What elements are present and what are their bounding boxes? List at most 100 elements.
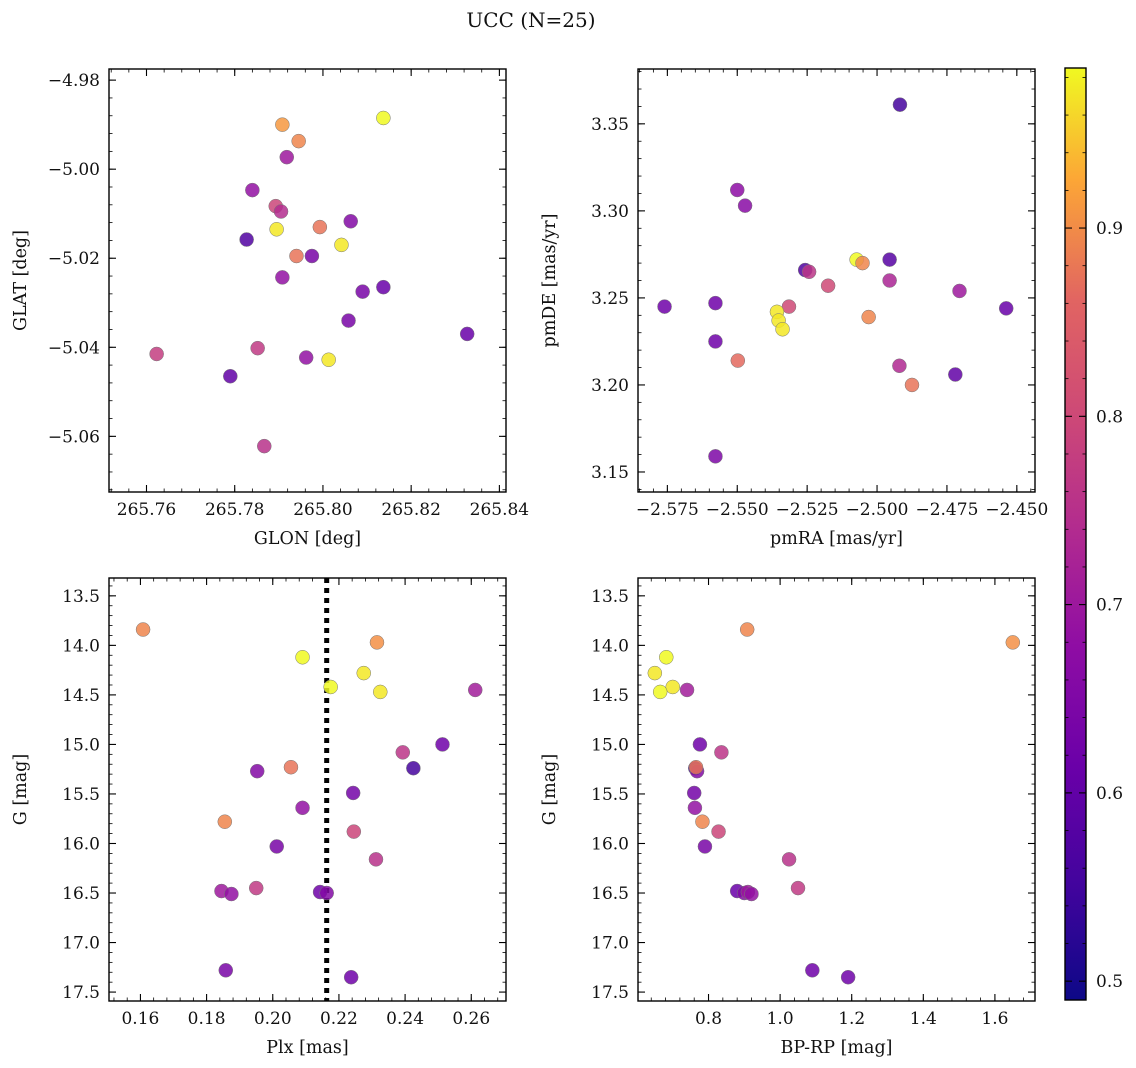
x-tick-label: 0.16 [121, 1009, 159, 1029]
x-tick-label: −2.525 [776, 500, 839, 520]
data-point [467, 682, 483, 698]
data-point [730, 353, 746, 368]
y-tick-label: 14.0 [62, 636, 100, 656]
data-point [744, 886, 759, 902]
colorbar: 0.5 0.6 0.7 0.8 0.9 [1064, 67, 1123, 1001]
colorbar-tick-label: 0.9 [1096, 219, 1123, 239]
y-tick-label: −5.02 [48, 249, 100, 269]
data-point [739, 622, 755, 637]
x-tick-label: 1.0 [767, 1009, 794, 1029]
data-point [652, 684, 668, 700]
data-point [249, 763, 265, 779]
data-point [805, 963, 820, 978]
x-tick-label: 1.4 [910, 1009, 937, 1029]
data-point [892, 97, 908, 112]
data-point [708, 334, 723, 349]
data-point [368, 852, 384, 867]
data-point [269, 222, 284, 237]
x-tick-label: 265.78 [205, 500, 264, 520]
data-point [892, 358, 907, 374]
data-point [217, 814, 233, 829]
x-axis-label: pmRA [mas/yr] [770, 529, 903, 549]
data-point [855, 255, 870, 271]
data-point [321, 352, 336, 368]
data-point [224, 886, 239, 902]
data-point [647, 665, 663, 681]
data-point [346, 824, 362, 839]
data-point [279, 149, 295, 165]
data-point [711, 824, 726, 839]
data-point [376, 110, 391, 126]
data-point [775, 321, 790, 337]
y-axis-label: G [mag] [11, 754, 31, 825]
data-point [343, 969, 359, 985]
x-tick-label: −2.550 [706, 500, 769, 520]
axes-frame [637, 68, 1036, 493]
data-point [708, 295, 723, 311]
data-point [295, 800, 310, 816]
x-tick-label: 1.2 [838, 1009, 865, 1029]
data-point [275, 270, 290, 285]
data-point [257, 438, 272, 454]
y-tick-label: 15.5 [62, 785, 100, 805]
axes-frame [108, 577, 507, 1002]
data-point [275, 117, 290, 132]
data-point [695, 814, 710, 829]
data-point [406, 760, 421, 776]
data-point [697, 839, 713, 854]
y-tick-label: 16.5 [591, 884, 629, 904]
data-point [356, 665, 371, 681]
data-point [657, 299, 672, 314]
data-point [459, 326, 475, 342]
data-point [882, 252, 897, 267]
axes-frame [637, 577, 1036, 1002]
x-tick-label: 265.82 [381, 500, 440, 520]
y-axis-label: GLAT [deg] [11, 230, 31, 331]
x-axis-label: Plx [mas] [266, 1038, 348, 1058]
y-tick-label: 13.5 [591, 587, 629, 607]
data-point [369, 635, 385, 650]
data-point [343, 214, 358, 229]
y-tick-label: 14.0 [591, 636, 629, 656]
y-tick-label: 16.5 [62, 884, 100, 904]
x-axis-label: GLON [deg] [254, 529, 361, 549]
data-point [269, 839, 284, 854]
x-tick-label: 265.84 [470, 500, 529, 520]
x-tick-label: 265.80 [293, 500, 352, 520]
y-tick-label: 3.25 [591, 289, 629, 309]
data-point [1005, 635, 1021, 650]
data-point [298, 350, 314, 365]
data-point [250, 340, 265, 356]
x-tick-label: 0.20 [254, 1009, 292, 1029]
data-point [714, 745, 729, 760]
data-point [781, 852, 797, 867]
data-point [323, 679, 338, 695]
y-tick-label: 13.5 [62, 587, 100, 607]
x-tick-label: 0.8 [695, 1009, 722, 1029]
x-tick-label: 0.26 [452, 1009, 490, 1029]
y-tick-label: 17.5 [591, 983, 629, 1003]
data-point [395, 745, 411, 760]
data-point [435, 737, 450, 752]
y-tick-label: 14.5 [591, 686, 629, 706]
y-tick-label: 17.0 [591, 934, 629, 954]
plx-g-panel: 0.16 0.18 0.20 0.22 0.24 0.26 13.5 14.0 14.5 15.0… [11, 577, 507, 1058]
data-point [283, 759, 299, 775]
data-point [345, 785, 361, 801]
data-point [273, 204, 289, 219]
data-point [948, 367, 963, 382]
data-point [688, 759, 704, 775]
data-point [801, 264, 817, 280]
data-point [295, 650, 310, 665]
data-point [904, 377, 920, 393]
data-point [291, 133, 306, 149]
colorbar-tick-label: 0.5 [1096, 972, 1123, 992]
data-point [373, 684, 388, 700]
y-tick-label: 16.0 [62, 834, 100, 854]
data-point [312, 219, 328, 235]
data-point [248, 880, 264, 896]
data-point [692, 737, 708, 752]
x-axis-label: BP-RP [mag] [781, 1038, 893, 1058]
x-tick-label: −2.575 [636, 500, 699, 520]
